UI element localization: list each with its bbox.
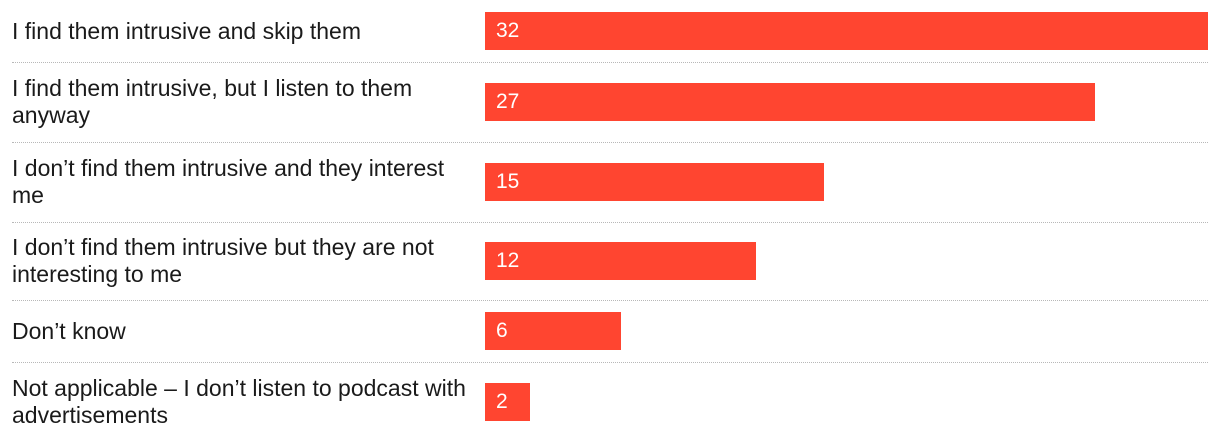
bar: 6 [485,312,621,350]
category-label: I find them intrusive and skip them [12,18,361,44]
bar: 27 [485,83,1095,121]
row-divider [12,142,1208,143]
row-divider [12,222,1208,223]
row-divider [12,62,1208,63]
category-label: Don’t know [12,318,126,344]
bar-value-label: 15 [496,170,520,193]
bar-row: Don’t know 6 [0,300,1220,362]
bar: 12 [485,242,756,280]
bar-row: I don’t find them intrusive and they int… [0,142,1220,222]
bar-row: I don’t find them intrusive but they are… [0,222,1220,300]
bar: 2 [485,383,530,421]
bar-row: I find them intrusive, but I listen to t… [0,62,1220,142]
category-label: I don’t find them intrusive and they int… [12,155,445,208]
bar-value-label: 12 [496,249,520,272]
row-divider [12,300,1208,301]
bar: 32 [485,12,1208,50]
category-label: Not applicable – I don’t listen to podca… [12,375,466,428]
bar-row: Not applicable – I don’t listen to podca… [0,362,1220,442]
row-divider [12,362,1208,363]
category-label: I find them intrusive, but I listen to t… [12,75,413,128]
bar-row: I find them intrusive and skip them 32 [0,0,1220,62]
category-label: I don’t find them intrusive but they are… [12,234,434,287]
bar-value-label: 6 [496,319,508,342]
bar-value-label: 27 [496,90,520,113]
bar-value-label: 2 [496,390,508,413]
bar: 15 [485,163,824,201]
bar-value-label: 32 [496,19,520,42]
